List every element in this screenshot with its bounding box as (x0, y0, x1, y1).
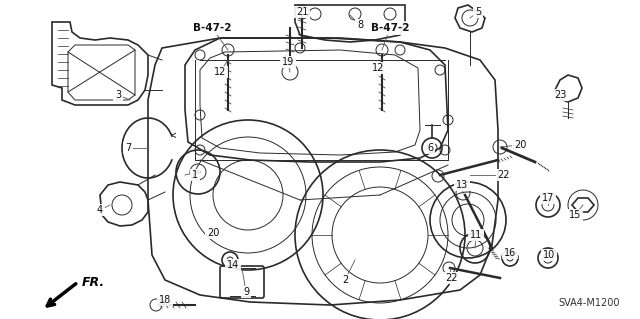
Text: 12: 12 (372, 63, 384, 73)
Text: 20: 20 (207, 228, 219, 238)
Text: 16: 16 (504, 248, 516, 258)
Text: 2: 2 (342, 275, 348, 285)
Circle shape (196, 170, 200, 174)
Text: 9: 9 (243, 287, 249, 297)
Text: 3: 3 (115, 90, 121, 100)
Text: 18: 18 (159, 295, 171, 305)
Text: 11: 11 (470, 230, 482, 240)
Text: 23: 23 (554, 90, 566, 100)
Text: 4: 4 (97, 205, 103, 215)
Text: 22: 22 (445, 273, 458, 283)
Text: B-47-2: B-47-2 (193, 23, 231, 33)
Text: SVA4-M1200: SVA4-M1200 (559, 298, 620, 308)
Text: B-47-2: B-47-2 (371, 23, 409, 33)
Text: 1: 1 (192, 170, 198, 180)
Text: 10: 10 (543, 250, 555, 260)
Text: 19: 19 (282, 57, 294, 67)
Text: 21: 21 (296, 7, 308, 17)
Text: 5: 5 (475, 7, 481, 17)
Text: 14: 14 (227, 260, 239, 270)
Text: 6: 6 (427, 143, 433, 153)
Text: 20: 20 (514, 140, 526, 150)
Text: 15: 15 (569, 210, 581, 220)
Text: 17: 17 (542, 193, 554, 203)
Text: 7: 7 (125, 143, 131, 153)
Text: FR.: FR. (82, 276, 105, 288)
Text: 8: 8 (357, 20, 363, 30)
Text: 13: 13 (456, 180, 468, 190)
Text: 22: 22 (498, 170, 510, 180)
Text: 12: 12 (214, 67, 226, 77)
